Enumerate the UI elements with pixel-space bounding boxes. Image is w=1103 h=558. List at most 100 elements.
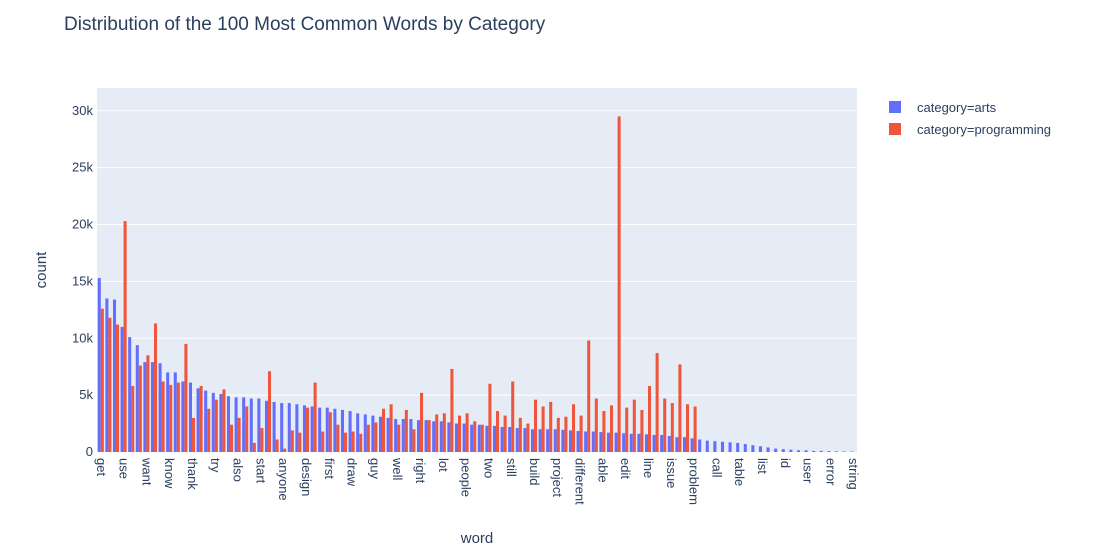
bar-programming[interactable] xyxy=(564,416,568,452)
bar-programming[interactable] xyxy=(511,381,515,453)
bar-arts[interactable] xyxy=(736,442,740,452)
bar-programming[interactable] xyxy=(252,442,256,452)
bar-programming[interactable] xyxy=(207,408,211,452)
bar-programming[interactable] xyxy=(222,389,226,452)
bar-arts[interactable] xyxy=(150,362,154,452)
bar-programming[interactable] xyxy=(108,317,112,452)
bar-arts[interactable] xyxy=(226,396,230,452)
bar-programming[interactable] xyxy=(146,355,150,452)
bar-programming[interactable] xyxy=(526,423,530,452)
bar-arts[interactable] xyxy=(720,441,724,452)
bar-arts[interactable] xyxy=(576,430,580,452)
bar-arts[interactable] xyxy=(302,405,306,452)
bar-arts[interactable] xyxy=(234,397,238,452)
bar-arts[interactable] xyxy=(834,451,838,452)
bar-arts[interactable] xyxy=(158,363,162,452)
bar-arts[interactable] xyxy=(105,298,109,452)
bar-arts[interactable] xyxy=(188,382,192,452)
bar-arts[interactable] xyxy=(356,413,360,452)
bar-arts[interactable] xyxy=(204,390,208,452)
bar-programming[interactable] xyxy=(298,432,302,452)
bar-arts[interactable] xyxy=(728,442,732,452)
bar-arts[interactable] xyxy=(690,438,694,452)
bar-arts[interactable] xyxy=(135,345,139,452)
bar-programming[interactable] xyxy=(534,399,538,452)
bar-programming[interactable] xyxy=(275,439,279,452)
legend-item-arts[interactable]: category=arts xyxy=(889,96,1051,118)
bar-arts[interactable] xyxy=(173,372,177,453)
bar-programming[interactable] xyxy=(587,340,591,452)
bar-arts[interactable] xyxy=(394,419,398,452)
bar-arts[interactable] xyxy=(181,381,185,453)
bar-arts[interactable] xyxy=(97,277,101,452)
bar-programming[interactable] xyxy=(435,414,439,452)
bar-arts[interactable] xyxy=(812,450,816,452)
bar-arts[interactable] xyxy=(219,393,223,452)
bar-arts[interactable] xyxy=(546,429,550,452)
bar-arts[interactable] xyxy=(120,326,124,453)
bar-programming[interactable] xyxy=(503,415,507,452)
bar-arts[interactable] xyxy=(128,337,132,452)
bar-programming[interactable] xyxy=(100,308,104,452)
bar-programming[interactable] xyxy=(351,431,355,452)
bar-arts[interactable] xyxy=(553,429,557,452)
bar-arts[interactable] xyxy=(272,401,276,452)
bar-programming[interactable] xyxy=(518,417,522,453)
bar-programming[interactable] xyxy=(442,413,446,452)
bar-programming[interactable] xyxy=(549,401,553,452)
bar-arts[interactable] xyxy=(591,431,595,452)
bar-arts[interactable] xyxy=(682,437,686,452)
bar-arts[interactable] xyxy=(667,436,671,452)
bar-arts[interactable] xyxy=(819,450,823,452)
bar-programming[interactable] xyxy=(245,406,249,453)
bar-arts[interactable] xyxy=(333,408,337,452)
bar-arts[interactable] xyxy=(416,420,420,452)
bar-arts[interactable] xyxy=(211,392,215,452)
bar-programming[interactable] xyxy=(655,353,659,452)
bar-arts[interactable] xyxy=(166,372,170,453)
bar-programming[interactable] xyxy=(678,364,682,452)
bar-programming[interactable] xyxy=(192,417,196,453)
bar-arts[interactable] xyxy=(606,432,610,452)
bar-arts[interactable] xyxy=(568,430,572,452)
bar-arts[interactable] xyxy=(622,433,626,452)
bar-arts[interactable] xyxy=(280,403,284,452)
bar-arts[interactable] xyxy=(758,446,762,452)
bar-arts[interactable] xyxy=(796,450,800,452)
bar-programming[interactable] xyxy=(268,371,272,452)
bar-arts[interactable] xyxy=(530,429,534,452)
bar-programming[interactable] xyxy=(602,411,606,452)
legend-item-programming[interactable]: category=programming xyxy=(889,118,1051,140)
bar-programming[interactable] xyxy=(473,421,477,452)
bar-programming[interactable] xyxy=(374,422,378,452)
bar-arts[interactable] xyxy=(705,440,709,453)
bar-programming[interactable] xyxy=(199,386,203,452)
bar-arts[interactable] xyxy=(827,451,831,452)
bar-arts[interactable] xyxy=(508,426,512,453)
bar-arts[interactable] xyxy=(462,423,466,452)
bar-arts[interactable] xyxy=(637,433,641,452)
bar-programming[interactable] xyxy=(632,399,636,452)
bar-arts[interactable] xyxy=(287,403,291,452)
bar-arts[interactable] xyxy=(766,447,770,452)
bar-programming[interactable] xyxy=(488,383,492,452)
bar-arts[interactable] xyxy=(515,428,519,452)
bar-programming[interactable] xyxy=(389,404,393,452)
bar-programming[interactable] xyxy=(138,365,142,452)
bar-programming[interactable] xyxy=(579,415,583,452)
bar-arts[interactable] xyxy=(804,450,808,452)
bar-arts[interactable] xyxy=(318,407,322,452)
bar-arts[interactable] xyxy=(781,449,785,452)
bar-arts[interactable] xyxy=(348,411,352,452)
bar-arts[interactable] xyxy=(842,451,846,452)
bar-arts[interactable] xyxy=(492,425,496,452)
bar-programming[interactable] xyxy=(617,116,621,452)
bar-programming[interactable] xyxy=(404,409,408,452)
bar-arts[interactable] xyxy=(743,444,747,452)
bar-programming[interactable] xyxy=(594,398,598,452)
bar-programming[interactable] xyxy=(366,424,370,452)
bar-programming[interactable] xyxy=(648,386,652,452)
bar-programming[interactable] xyxy=(214,399,218,452)
bar-arts[interactable] xyxy=(264,400,268,452)
bar-arts[interactable] xyxy=(409,419,413,452)
